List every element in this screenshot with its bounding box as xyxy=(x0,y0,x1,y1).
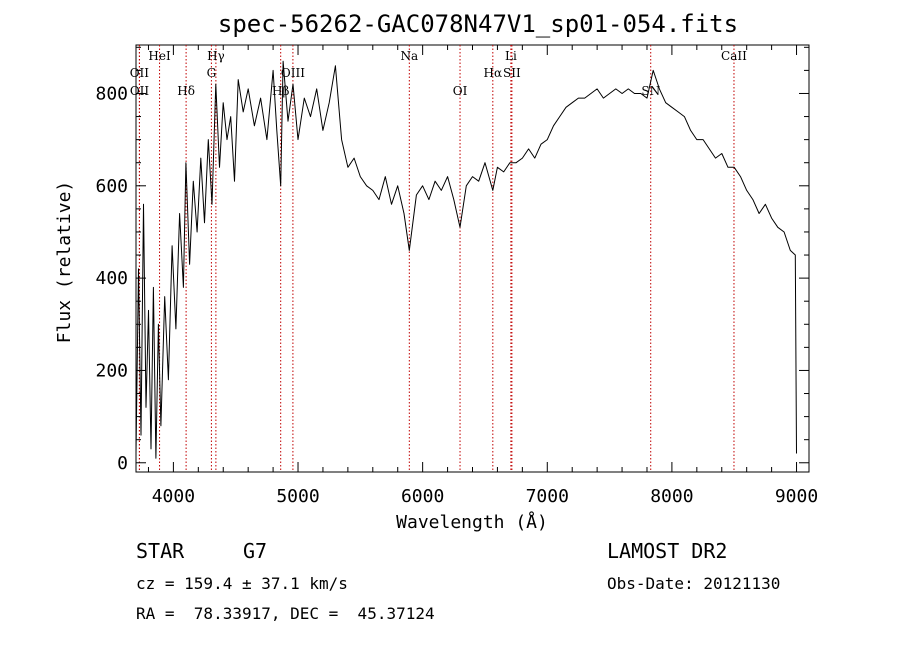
line-marker-label: Hδ xyxy=(177,84,195,98)
x-tick-label: 8000 xyxy=(650,486,693,507)
line-marker-label: SN xyxy=(641,84,660,98)
coordinates: RA = 78.33917, DEC = 45.37124 xyxy=(136,604,435,623)
y-tick-label: 800 xyxy=(95,83,128,104)
y-tick-label: 600 xyxy=(95,176,128,197)
object-subclass: G7 xyxy=(243,539,268,563)
y-tick-label: 0 xyxy=(117,453,128,474)
line-marker-label: CaII xyxy=(721,49,747,63)
object-class: STAR xyxy=(136,539,185,563)
y-tick-label: 400 xyxy=(95,268,128,289)
x-axis: 4000 5000 6000 7000 8000 9000 xyxy=(147,45,818,507)
y-axis: 0 200 400 600 800 xyxy=(95,46,809,474)
x-tick-label: 6000 xyxy=(401,486,444,507)
chart-title: spec-56262-GAC078N47V1_sp01-054.fits xyxy=(218,10,738,38)
x-tick-label: 9000 xyxy=(775,486,818,507)
line-marker-label: OI xyxy=(453,84,468,98)
obs-date: Obs-Date: 20121130 xyxy=(607,574,781,593)
x-tick-label: 7000 xyxy=(526,486,569,507)
line-marker-label: Hα xyxy=(484,66,503,80)
x-tick-label: 4000 xyxy=(152,486,195,507)
line-marker-label: OIII xyxy=(281,66,305,80)
x-axis-label: Wavelength (Å) xyxy=(396,511,548,533)
y-tick-label: 200 xyxy=(95,360,128,381)
line-marker-label: Li xyxy=(505,49,517,63)
redshift-readout: cz = 159.4 ± 37.1 km/s xyxy=(136,574,348,593)
line-marker-label: Hγ xyxy=(207,49,225,63)
y-axis-label: Flux (relative) xyxy=(54,181,75,344)
line-marker-label: OII xyxy=(130,84,150,98)
x-tick-label: 5000 xyxy=(276,486,319,507)
spectrum-layer xyxy=(135,60,797,459)
spectrum-series xyxy=(135,60,797,459)
survey-name: LAMOST DR2 xyxy=(607,539,728,563)
line-marker-label: HeI xyxy=(148,49,171,63)
line-marker-label: SII xyxy=(503,66,521,80)
line-marker-label: Na xyxy=(400,49,418,63)
line-marker-label: G xyxy=(207,66,217,80)
